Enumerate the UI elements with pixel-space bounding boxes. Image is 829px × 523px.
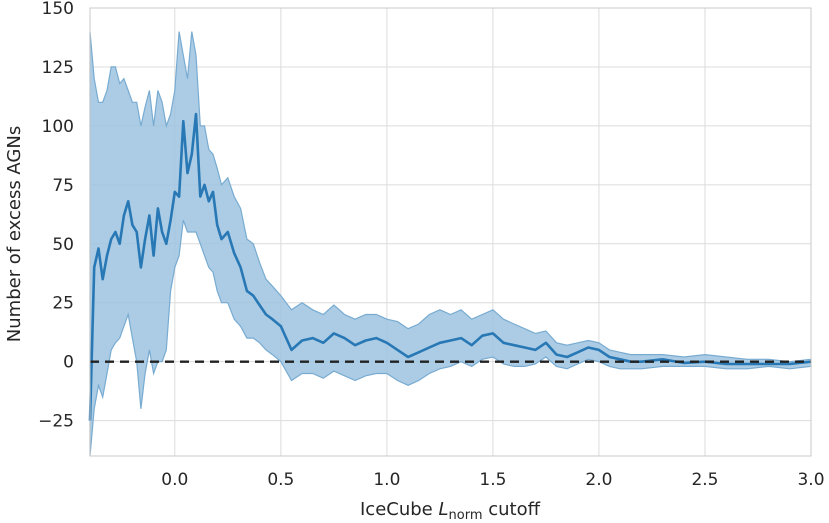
y-tick-label: 50	[52, 235, 74, 255]
x-axis-label: IceCube Lnorm cutoff	[360, 499, 541, 523]
y-tick-label: 0	[63, 353, 74, 373]
plot-frame	[89, 7, 812, 457]
y-tick-label: 150	[42, 0, 74, 19]
y-tick-label: 75	[52, 176, 74, 196]
x-tick-label: 3.0	[797, 470, 824, 490]
excess-agn-line	[88, 112, 812, 421]
x-tick-label: 2.5	[691, 470, 718, 490]
y-tick-label: 100	[42, 117, 74, 137]
x-tick-label: 2.0	[585, 470, 612, 490]
x-tick-label: 1.5	[479, 470, 506, 490]
plot-border	[89, 7, 812, 457]
y-tick-label: 125	[42, 58, 74, 78]
y-tick-label: 25	[52, 294, 74, 314]
tick-labels: 0.0 0.5 1.0 1.5 2.0 2.5 3.0 −25 0 25 50 75 100 125 150	[38, 0, 824, 490]
x-tick-label: 1.0	[373, 470, 400, 490]
x-tick-label: 0.5	[267, 470, 294, 490]
x-tick-label: 0.0	[161, 470, 188, 490]
y-axis-label: Number of excess AGNs	[4, 126, 25, 342]
y-tick-label: −25	[38, 412, 74, 432]
